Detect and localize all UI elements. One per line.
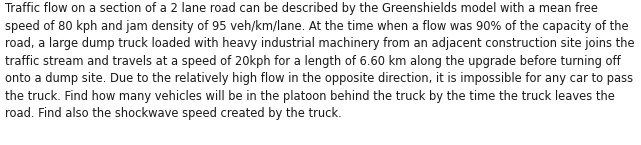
Text: Traffic flow on a section of a 2 lane road can be described by the Greenshields : Traffic flow on a section of a 2 lane ro… xyxy=(5,2,635,120)
